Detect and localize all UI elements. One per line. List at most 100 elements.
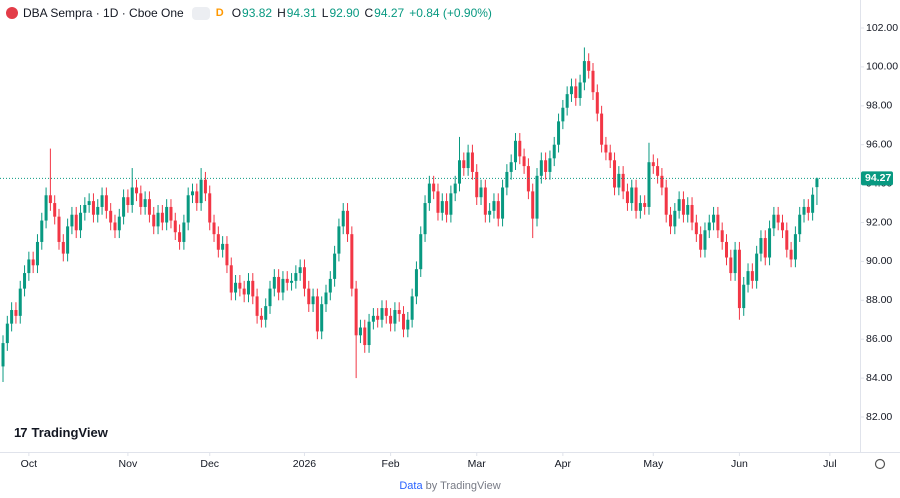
candle-body	[333, 253, 337, 279]
candle-body	[384, 308, 388, 316]
candle-body	[470, 152, 474, 172]
candle-body	[221, 243, 225, 250]
candle-body	[259, 315, 263, 320]
candle-body	[660, 175, 664, 188]
price-tag	[861, 171, 893, 186]
candle-body	[143, 199, 147, 207]
data-link[interactable]: Data	[399, 480, 423, 492]
x-tick-label: Feb	[382, 458, 400, 470]
candle-body	[531, 191, 535, 219]
candle-body	[621, 173, 625, 192]
candle-body	[445, 201, 449, 215]
candle-body	[160, 212, 164, 223]
candle-body	[440, 201, 444, 213]
candle-body	[630, 187, 634, 204]
badge: D	[215, 7, 224, 19]
y-tick-label: 82.00	[866, 411, 892, 423]
candle-body	[199, 179, 203, 204]
candle-body	[574, 86, 578, 99]
candle-body	[492, 201, 496, 211]
candle-body	[561, 107, 565, 122]
low-label: L	[321, 6, 329, 20]
candle-body	[367, 321, 371, 346]
x-tick-label: Oct	[21, 458, 37, 470]
candle-body	[453, 183, 457, 194]
candle-body	[100, 195, 104, 207]
x-tick-label: Dec	[200, 458, 219, 470]
candle-body	[130, 187, 134, 205]
candle-body	[10, 310, 14, 324]
candle-body	[44, 195, 48, 221]
candle-body	[186, 195, 190, 223]
candle-body	[324, 292, 328, 305]
candle-body	[669, 214, 673, 227]
candle-body	[690, 204, 694, 223]
candle-body	[772, 214, 776, 229]
candle-body	[647, 162, 651, 207]
candle-body	[1, 343, 5, 367]
candle-body	[634, 187, 638, 211]
candle-body	[328, 278, 332, 293]
candle-body	[346, 210, 350, 235]
candle-body	[376, 315, 380, 320]
settings-icon[interactable]	[874, 458, 886, 470]
candle-body	[763, 238, 767, 258]
candle-body	[290, 280, 294, 283]
candle-body	[432, 183, 436, 192]
tradingview-logo[interactable]: 17 TradingView	[8, 420, 114, 444]
candle-body	[117, 216, 121, 231]
candle-body	[350, 234, 354, 289]
candle-body	[600, 113, 604, 145]
candle-body	[70, 214, 74, 227]
candle-body	[178, 232, 182, 242]
candle-body	[208, 193, 212, 223]
candle-body	[651, 162, 655, 167]
candle-body	[591, 70, 595, 93]
candle-body	[595, 92, 599, 114]
y-tick-label: 92.00	[866, 216, 892, 228]
candle-body	[681, 199, 685, 215]
candle-body	[402, 313, 406, 330]
candle-body	[298, 267, 302, 274]
x-tick-label: Nov	[119, 458, 138, 470]
candle-body	[337, 226, 341, 254]
low-value: 92.90	[329, 6, 360, 20]
visibility-toggle[interactable]	[191, 6, 210, 20]
candle-body	[587, 61, 591, 71]
candle-body	[509, 162, 513, 172]
candle-body	[419, 234, 423, 270]
candle-body	[96, 206, 100, 215]
candle-body	[712, 214, 716, 223]
symbol-logo	[6, 7, 18, 19]
candle-body	[380, 308, 384, 320]
x-tick-label: Apr	[555, 458, 572, 470]
candle-body	[703, 230, 707, 250]
candle-body	[363, 327, 367, 346]
candle-body	[406, 319, 410, 330]
candle-body	[729, 257, 733, 274]
candle-body	[501, 187, 505, 219]
candle-body	[733, 249, 737, 274]
candle-body	[195, 191, 199, 204]
candle-body	[311, 296, 315, 305]
candle-body	[74, 214, 78, 231]
candle-body	[91, 201, 95, 215]
candle-body	[315, 296, 319, 332]
candle-body	[768, 228, 772, 258]
candle-body	[466, 152, 470, 169]
candle-body	[251, 280, 255, 297]
candle-body	[109, 210, 113, 223]
candle-body	[48, 195, 52, 204]
x-tick-label: Jun	[731, 458, 748, 470]
candle-body	[750, 271, 754, 281]
candle-body	[457, 160, 462, 184]
candle-body	[225, 243, 229, 266]
candle-body	[475, 171, 479, 198]
candle-body	[513, 140, 517, 163]
candle-body	[677, 199, 681, 211]
candle-body	[664, 187, 668, 215]
candle-body	[608, 152, 612, 161]
candle-body	[238, 282, 242, 289]
candle-body	[57, 216, 61, 242]
candle-body	[518, 140, 522, 157]
